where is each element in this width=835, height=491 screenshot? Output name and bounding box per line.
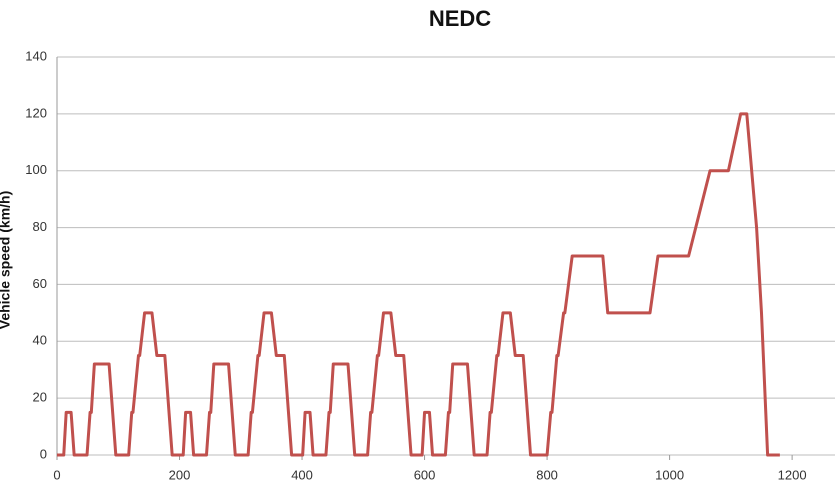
y-tick-label: 80: [33, 219, 47, 234]
y-tick-label: 40: [33, 333, 47, 348]
x-tick-label: 600: [414, 467, 436, 482]
x-tick-label: 1000: [655, 467, 684, 482]
y-tick-label: 120: [25, 105, 47, 120]
chart-title: NEDC: [429, 6, 491, 31]
y-axis-label: Vehicle speed (km/h): [0, 191, 13, 330]
y-tick-label: 20: [33, 390, 47, 405]
y-tick-label: 140: [25, 48, 47, 63]
y-tick-label: 60: [33, 276, 47, 291]
y-tick-label: 0: [40, 446, 47, 461]
x-tick-label: 800: [536, 467, 558, 482]
series-line: [57, 112, 780, 457]
x-tick-label: 200: [169, 467, 191, 482]
x-tick-label: 1200: [778, 467, 807, 482]
y-tick-label: 100: [25, 162, 47, 177]
x-tick-label: 400: [291, 467, 313, 482]
x-tick-label: 0: [53, 467, 60, 482]
